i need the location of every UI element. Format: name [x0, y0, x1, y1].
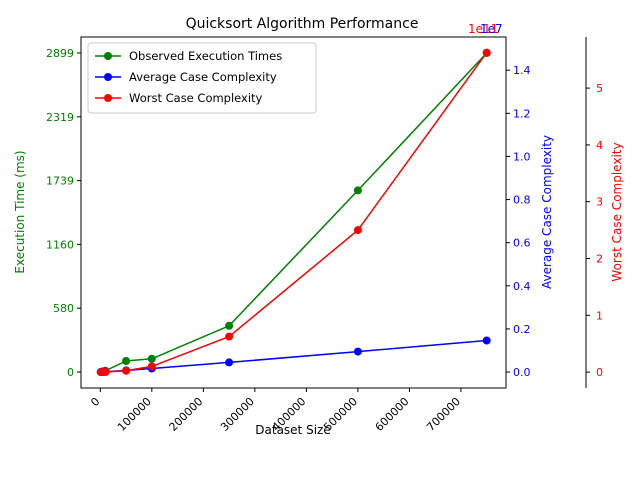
average-tick-label: 0.8	[513, 194, 531, 207]
legend-label-2: Worst Case Complexity	[129, 91, 263, 105]
plot-frame	[80, 36, 507, 389]
legend-marker-0	[104, 52, 112, 60]
average-tick-label: 0.6	[513, 237, 531, 250]
series-2-point	[122, 366, 131, 375]
average-tick-label: 1.0	[513, 150, 531, 163]
average-tick-label: 0.0	[513, 366, 531, 379]
series-2-point	[147, 362, 156, 371]
offset-label-average: 1e7	[480, 22, 503, 36]
legend-marker-1	[104, 73, 112, 81]
legend: Observed Execution Times Average Case Com…	[87, 42, 317, 114]
x-axis-label: Dataset Size	[255, 423, 330, 437]
series-2-point	[353, 226, 362, 235]
left-tick-label: 580	[53, 302, 74, 315]
average-axis-label: Average Case Complexity	[540, 135, 554, 289]
worst-axis-label: Worst Case Complexity	[610, 142, 624, 281]
worst-tick-label: 5	[596, 82, 603, 95]
series-2-point	[225, 332, 234, 341]
worst-tick-label: 4	[596, 139, 603, 152]
legend-label-1: Average Case Complexity	[129, 70, 277, 84]
left-tick-label: 1739	[46, 175, 74, 188]
legend-box	[87, 42, 317, 114]
series-2-point	[482, 48, 491, 57]
left-tick-label: 2899	[46, 47, 74, 60]
series-1-point	[353, 347, 362, 356]
worst-tick-label: 2	[596, 253, 603, 266]
average-tick-label: 1.2	[513, 107, 531, 120]
series-0-point	[353, 186, 362, 195]
series-0-point	[225, 321, 234, 330]
offset-label-worst: 1e11	[468, 22, 498, 36]
worst-tick-label: 1	[596, 309, 603, 322]
series-0-point	[147, 354, 156, 363]
worst-tick-label: 3	[596, 196, 603, 209]
left-tick-label: 0	[67, 366, 74, 379]
left-tick-label: 2319	[46, 111, 74, 124]
series-1-point	[225, 358, 234, 367]
worst-tick-label: 0	[596, 366, 603, 379]
chart-title: Quicksort Algorithm Performance	[186, 16, 419, 32]
average-tick-label: 0.4	[513, 280, 531, 293]
left-axis-label: Execution Time (ms)	[13, 150, 27, 273]
series-0-point	[122, 357, 131, 365]
legend-label-0: Observed Execution Times	[129, 49, 282, 63]
left-tick-label: 1160	[46, 238, 74, 251]
legend-marker-2	[104, 94, 112, 102]
average-tick-label: 0.2	[513, 323, 531, 336]
series-1-point	[482, 336, 491, 345]
average-tick-label: 1.4	[513, 64, 531, 77]
plot-area	[96, 48, 491, 377]
series-2-point	[101, 368, 110, 376]
